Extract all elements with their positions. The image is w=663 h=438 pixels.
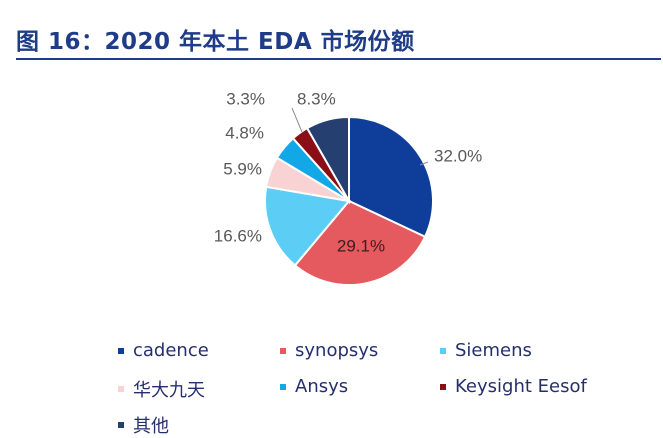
pie-slice-others (305, 115, 350, 205)
value-label-others: 8.3% (297, 89, 336, 108)
value-label-synopsys: 29.1% (337, 236, 385, 255)
value-label-cadence: 32.0% (434, 146, 482, 165)
figure-title: 图 16：2020 年本土 EDA 市场份额 (16, 29, 415, 55)
title-underline (16, 58, 661, 60)
value-label-siemens: 16.6% (214, 226, 262, 245)
value-label-huada: 5.9% (223, 159, 262, 178)
pie-slice-cadence (348, 115, 435, 239)
pie-slice-siemens (264, 185, 351, 267)
pie-slice-synopsys (293, 199, 427, 287)
leader-line-cadence (419, 161, 429, 166)
value-label-keysight: 3.3% (226, 89, 265, 108)
leader-line-keysight (291, 107, 303, 133)
value-label-ansys: 4.8% (225, 123, 264, 142)
